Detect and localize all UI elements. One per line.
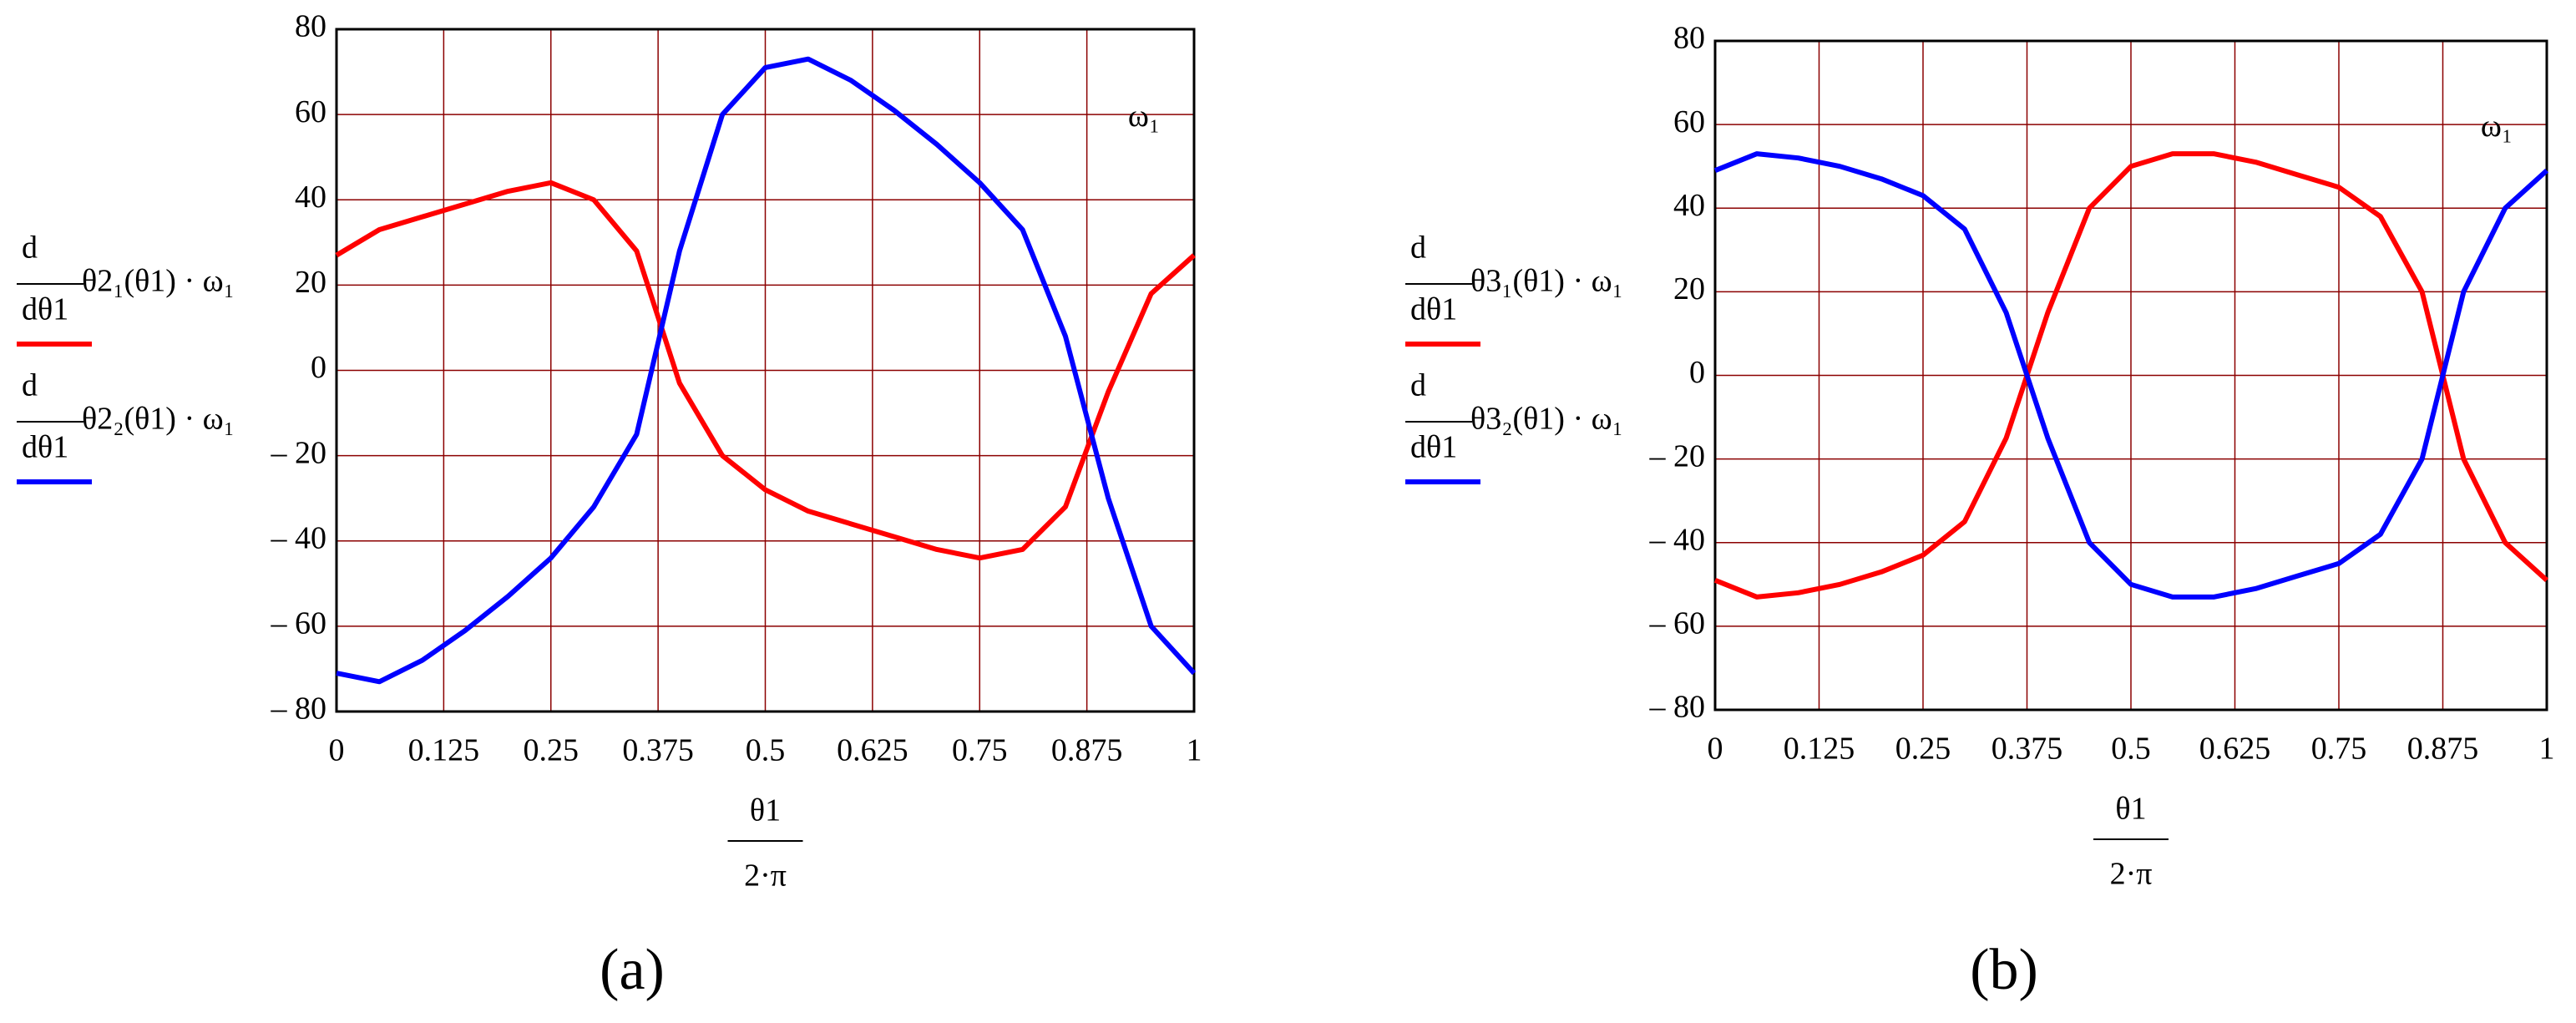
x-tick-label: 1 <box>1187 733 1202 768</box>
x-label-denominator: 2·π <box>744 858 787 894</box>
series-line <box>336 56 1197 685</box>
y-tick-label: 80 <box>295 9 326 44</box>
y-tick-label: – 40 <box>271 520 327 555</box>
x-tick-label: 0.25 <box>1895 732 1951 767</box>
annotation: ω₁ <box>2481 109 2513 144</box>
legend-label: θ3₁(θ1) · ω₁ <box>1470 264 1623 299</box>
legend-denominator: dθ1 <box>22 430 68 465</box>
x-label-numerator: θ1 <box>750 793 781 828</box>
x-tick-label: 0.875 <box>2407 732 2479 767</box>
y-tick-label: – 40 <box>1649 522 1706 557</box>
caption: (b) <box>1970 938 2038 1002</box>
x-tick-label: 0.25 <box>524 733 579 768</box>
y-tick-label: – 60 <box>1649 606 1706 641</box>
y-tick-label: 40 <box>1673 188 1705 223</box>
series-line <box>1713 151 2549 600</box>
y-tick-label: – 20 <box>271 435 327 470</box>
y-tick-label: 60 <box>1673 104 1705 139</box>
series-line <box>1713 151 2549 600</box>
x-tick-label: 0.375 <box>1991 732 2063 767</box>
x-tick-label: 0.125 <box>1784 732 1855 767</box>
plot-border <box>1713 39 2548 712</box>
x-tick-label: 1 <box>2539 732 2555 767</box>
legend-label: θ2₂(θ1) · ω₁ <box>82 402 235 437</box>
legend-numerator: d <box>22 368 38 403</box>
y-tick-label: 40 <box>295 180 326 215</box>
x-tick-label: 0.75 <box>952 733 1008 768</box>
x-tick-label: 0.375 <box>622 733 694 768</box>
x-label-denominator: 2·π <box>2110 857 2153 892</box>
x-tick-label: 0.75 <box>2311 732 2367 767</box>
legend-numerator: d <box>1410 368 1426 403</box>
x-tick-label: 0.625 <box>837 733 908 768</box>
series-line <box>335 180 1197 561</box>
x-tick-label: 0.875 <box>1051 733 1123 768</box>
x-tick-label: 0.125 <box>408 733 480 768</box>
plot-border <box>335 28 1196 713</box>
x-tick-label: 0 <box>329 733 345 768</box>
y-tick-label: – 80 <box>271 691 327 727</box>
legend-numerator: d <box>22 230 38 266</box>
y-tick-label: 0 <box>311 350 326 385</box>
legend-denominator: dθ1 <box>1410 430 1457 465</box>
x-tick-label: 0.625 <box>2199 732 2271 767</box>
y-tick-label: 0 <box>1689 355 1705 390</box>
legend-numerator: d <box>1410 230 1426 266</box>
y-tick-label: – 80 <box>1649 690 1706 725</box>
x-label-numerator: θ1 <box>2115 792 2146 827</box>
annotation: ω₁ <box>1128 99 1160 134</box>
legend-label: θ2₁(θ1) · ω₁ <box>82 264 235 299</box>
legend-denominator: dθ1 <box>22 292 68 327</box>
legend-label: θ3₂(θ1) · ω₁ <box>1470 402 1623 437</box>
y-tick-label: 60 <box>295 94 326 129</box>
x-tick-label: 0.5 <box>746 733 786 768</box>
x-tick-label: 0.5 <box>2111 732 2151 767</box>
legend-denominator: dθ1 <box>1410 292 1457 327</box>
y-tick-label: – 20 <box>1649 438 1706 474</box>
y-tick-label: 20 <box>1673 271 1705 306</box>
y-tick-label: 80 <box>1673 21 1705 56</box>
y-tick-label: – 60 <box>271 606 327 641</box>
x-tick-label: 0 <box>1708 732 1723 767</box>
caption: (a) <box>600 938 665 1002</box>
y-tick-label: 20 <box>295 265 326 300</box>
